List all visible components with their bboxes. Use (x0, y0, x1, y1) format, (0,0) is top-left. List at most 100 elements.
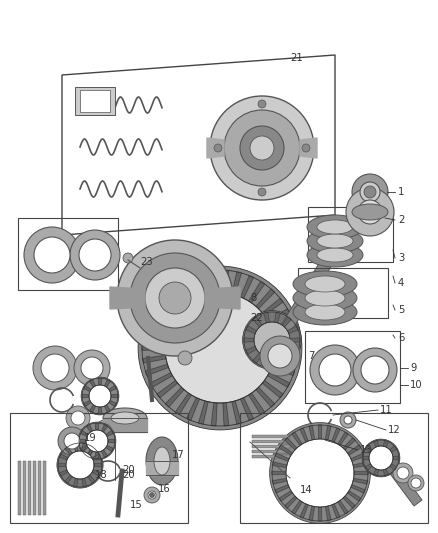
Polygon shape (318, 507, 321, 521)
Circle shape (178, 351, 192, 365)
Polygon shape (82, 394, 89, 398)
Polygon shape (65, 447, 72, 455)
Polygon shape (109, 401, 117, 406)
Text: 18: 18 (95, 470, 108, 480)
Circle shape (81, 357, 103, 379)
Polygon shape (143, 356, 166, 363)
Polygon shape (79, 439, 86, 442)
Polygon shape (274, 356, 297, 363)
Circle shape (362, 439, 400, 477)
Text: 14: 14 (300, 485, 313, 495)
Polygon shape (92, 454, 100, 460)
Circle shape (165, 293, 275, 403)
Text: 5: 5 (398, 305, 404, 315)
Polygon shape (142, 346, 165, 350)
Text: 19: 19 (84, 433, 97, 443)
Polygon shape (84, 385, 91, 391)
Polygon shape (58, 463, 66, 467)
Bar (80, 90, 110, 112)
Polygon shape (105, 405, 110, 413)
Circle shape (393, 463, 413, 483)
Circle shape (33, 346, 77, 390)
Circle shape (340, 412, 356, 428)
Polygon shape (33, 461, 36, 515)
Polygon shape (279, 445, 293, 455)
Polygon shape (272, 365, 294, 375)
Polygon shape (88, 447, 95, 455)
Circle shape (117, 240, 233, 356)
Circle shape (144, 487, 160, 503)
Polygon shape (145, 365, 169, 375)
Polygon shape (102, 425, 107, 432)
Circle shape (64, 433, 80, 449)
Ellipse shape (305, 290, 345, 306)
Polygon shape (272, 471, 286, 475)
Text: 2: 2 (398, 215, 404, 225)
Polygon shape (288, 346, 298, 354)
Polygon shape (232, 272, 241, 295)
Polygon shape (275, 312, 280, 323)
Text: 10: 10 (410, 380, 423, 390)
Polygon shape (199, 401, 208, 424)
Polygon shape (187, 276, 199, 298)
Polygon shape (253, 353, 262, 363)
Circle shape (86, 430, 108, 452)
Ellipse shape (293, 299, 357, 325)
Polygon shape (143, 333, 166, 341)
Polygon shape (176, 281, 191, 303)
Circle shape (240, 126, 284, 170)
Polygon shape (95, 452, 99, 459)
Text: 6: 6 (398, 333, 404, 343)
Polygon shape (351, 453, 365, 461)
Circle shape (250, 136, 274, 160)
Polygon shape (109, 385, 117, 391)
Polygon shape (268, 309, 290, 323)
Circle shape (71, 411, 85, 425)
Polygon shape (353, 479, 367, 484)
Polygon shape (99, 378, 102, 385)
Bar (308, 207, 393, 262)
Polygon shape (365, 446, 372, 452)
Polygon shape (332, 428, 340, 442)
Polygon shape (256, 289, 275, 309)
Polygon shape (105, 379, 110, 387)
Polygon shape (272, 479, 287, 484)
Polygon shape (92, 470, 100, 476)
Polygon shape (274, 333, 297, 341)
Polygon shape (354, 471, 368, 475)
Circle shape (95, 420, 115, 440)
Polygon shape (87, 450, 92, 457)
Polygon shape (300, 504, 308, 518)
Circle shape (24, 227, 80, 283)
Polygon shape (23, 461, 26, 515)
Ellipse shape (305, 276, 345, 292)
Circle shape (360, 182, 380, 202)
Polygon shape (252, 455, 290, 458)
Circle shape (34, 237, 70, 273)
Circle shape (254, 322, 290, 358)
Circle shape (258, 100, 266, 108)
Polygon shape (246, 326, 256, 334)
Polygon shape (150, 309, 173, 323)
Polygon shape (353, 462, 367, 467)
Ellipse shape (352, 204, 388, 220)
Circle shape (243, 311, 301, 369)
Polygon shape (211, 402, 217, 426)
Polygon shape (88, 475, 95, 483)
Polygon shape (252, 445, 290, 448)
Polygon shape (146, 461, 178, 475)
Polygon shape (343, 438, 355, 450)
Circle shape (89, 385, 111, 407)
Polygon shape (275, 357, 280, 368)
Text: 23: 23 (140, 257, 152, 267)
Ellipse shape (317, 220, 353, 234)
Text: 22: 22 (250, 313, 263, 323)
Bar (75, 87, 115, 115)
Ellipse shape (154, 447, 170, 475)
Polygon shape (290, 338, 300, 342)
Polygon shape (102, 450, 107, 457)
Bar (240, 413, 428, 523)
Polygon shape (106, 446, 113, 451)
Polygon shape (285, 438, 297, 450)
Circle shape (310, 345, 360, 395)
